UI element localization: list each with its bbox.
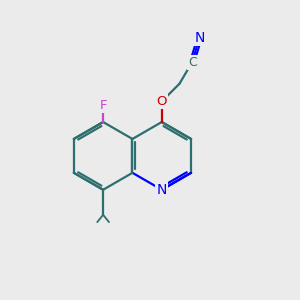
Text: F: F [99,99,107,112]
Text: C: C [188,56,197,69]
Text: O: O [157,95,167,108]
Text: N: N [157,183,167,197]
Text: N: N [194,31,205,45]
